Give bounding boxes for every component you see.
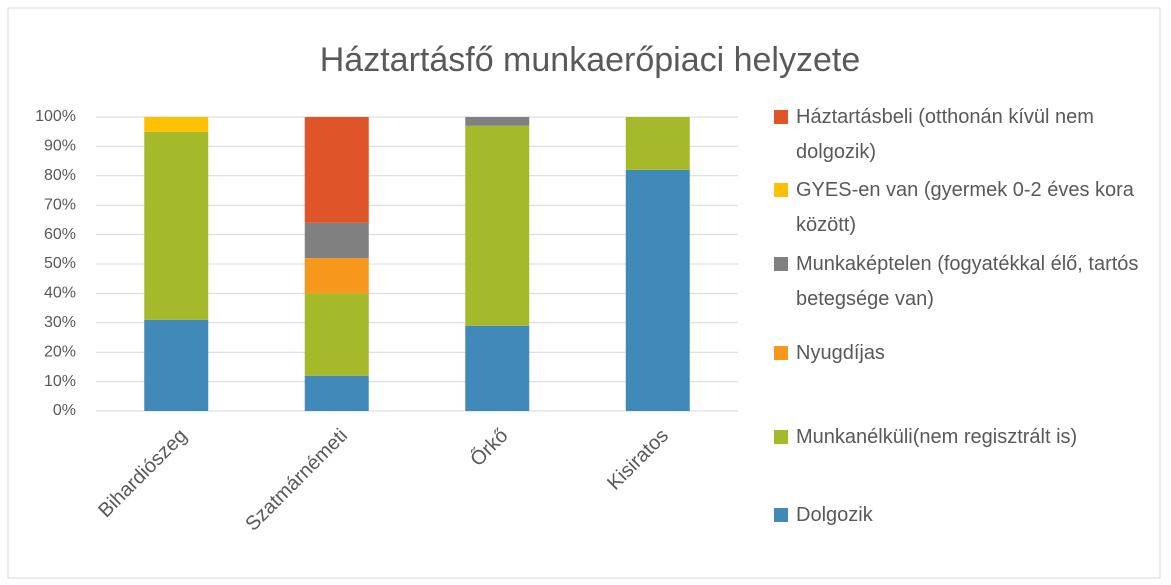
chart-title: Háztartásfő munkaerőpiaci helyzete — [320, 41, 861, 79]
bar-segment — [304, 258, 369, 294]
bar-segment — [304, 222, 369, 259]
bar-segment — [465, 125, 530, 326]
y-tick-label: 60% — [44, 226, 76, 243]
legend-swatch — [774, 183, 788, 197]
legend-item: Munkanélküli(nem regisztrált is) — [774, 420, 1156, 455]
y-tick-label: 90% — [44, 138, 76, 155]
legend-label: GYES-en van (gyermek 0-2 éves kora közöt… — [796, 179, 1134, 236]
bar-segment — [465, 325, 530, 411]
y-tick-label: 70% — [44, 196, 76, 213]
y-tick-label: 40% — [44, 285, 76, 302]
legend-swatch — [774, 508, 788, 522]
bar-segment — [304, 375, 369, 411]
legend-item: Munkaképtelen (fogyatékkal élő, tartós b… — [774, 247, 1156, 317]
bar-segment — [144, 117, 209, 132]
y-tick-label: 50% — [44, 255, 76, 272]
bar-segment — [144, 319, 209, 411]
legend-label: Munkaképtelen (fogyatékkal élő, tartós b… — [796, 253, 1139, 310]
legend-swatch — [774, 430, 788, 444]
legend-item: Háztartásbeli (otthonán kívül nem dolgoz… — [774, 100, 1156, 170]
legend-label: Munkanélküli(nem regisztrált is) — [796, 426, 1078, 448]
legend-swatch — [774, 257, 788, 271]
y-tick-label: 0% — [53, 402, 76, 419]
y-tick-label: 20% — [44, 343, 76, 360]
legend-label: Nyugdíjas — [796, 342, 885, 364]
y-tick-label: 10% — [44, 373, 76, 390]
bar-segment — [304, 117, 369, 223]
legend-item: GYES-en van (gyermek 0-2 éves kora közöt… — [774, 173, 1156, 243]
bar-segment — [304, 293, 369, 376]
y-tick-label: 30% — [44, 314, 76, 331]
bar-segment — [625, 169, 690, 411]
legend-swatch — [774, 110, 788, 124]
legend-label: Dolgozik — [796, 504, 873, 526]
bar-segment — [625, 117, 690, 170]
legend-label: Háztartásbeli (otthonán kívül nem dolgoz… — [796, 106, 1094, 163]
bar-segment — [144, 131, 209, 320]
legend-item: Dolgozik — [774, 498, 1156, 533]
y-tick-label: 80% — [44, 167, 76, 184]
legend-item: Nyugdíjas — [774, 336, 1156, 371]
legend-swatch — [774, 346, 788, 360]
bar-segment — [465, 117, 530, 126]
y-tick-label: 100% — [35, 108, 76, 125]
